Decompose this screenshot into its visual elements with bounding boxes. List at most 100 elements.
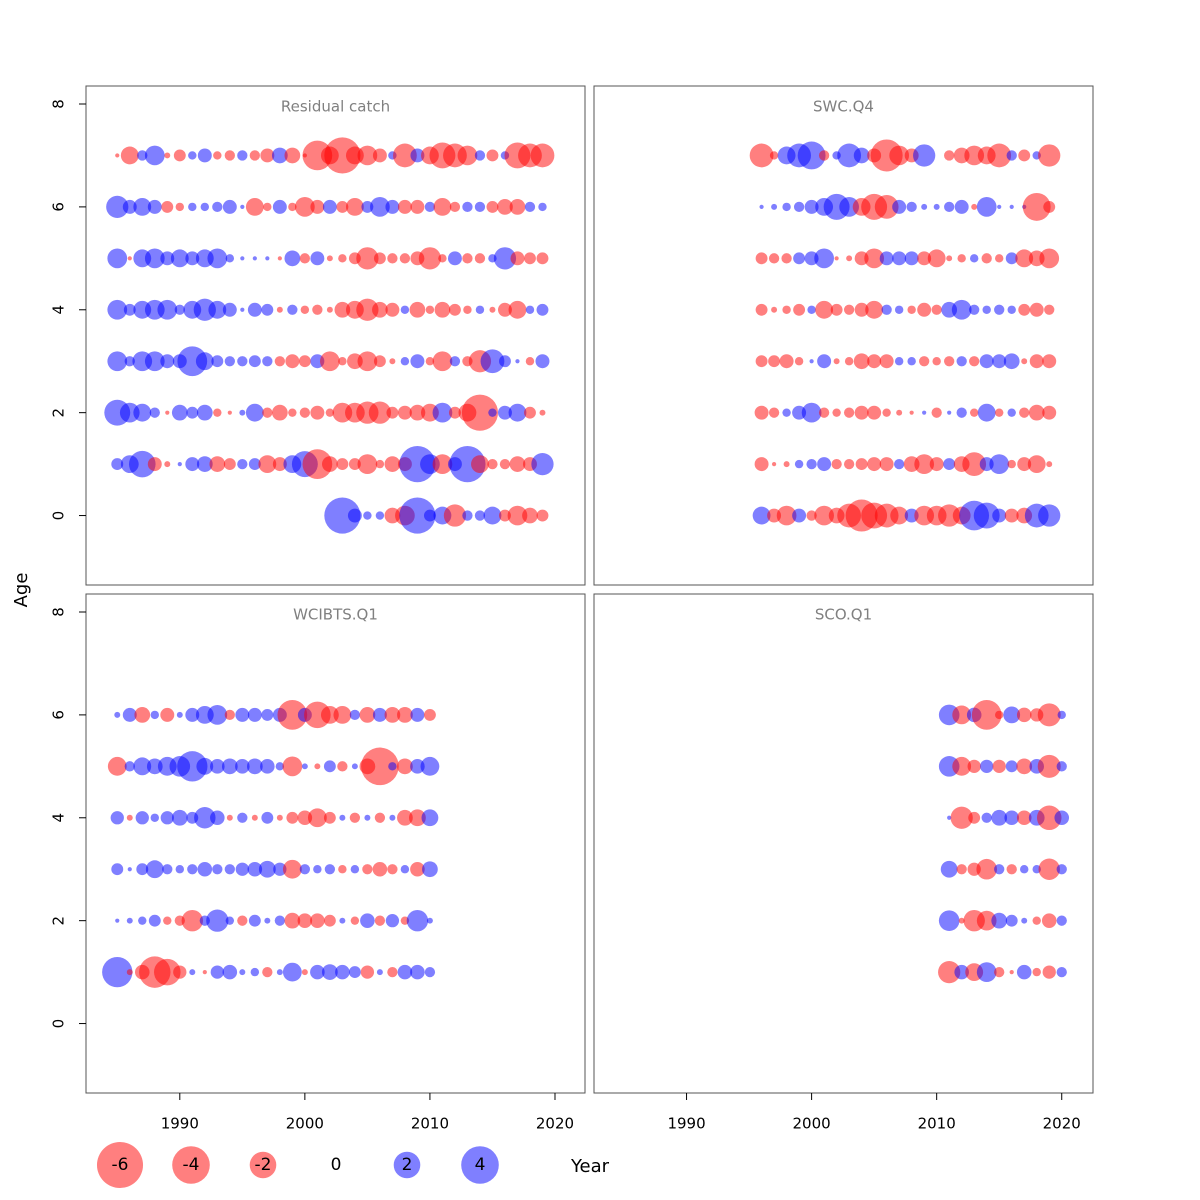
bubble bbox=[867, 457, 882, 472]
bubble bbox=[954, 964, 969, 980]
bubble bbox=[144, 248, 165, 269]
bubble bbox=[976, 910, 997, 931]
bubble bbox=[462, 201, 473, 213]
bubble bbox=[976, 858, 997, 880]
bubble bbox=[297, 913, 313, 928]
bubble bbox=[480, 349, 505, 374]
x-tick-label: 2000 bbox=[793, 1115, 831, 1133]
bubble bbox=[781, 253, 792, 264]
bubble bbox=[510, 251, 525, 266]
y-tick-label: 2 bbox=[50, 916, 68, 926]
bubble bbox=[426, 917, 433, 924]
bubble bbox=[509, 456, 526, 472]
bubble bbox=[299, 253, 311, 264]
bubble bbox=[992, 354, 1007, 369]
bubble bbox=[372, 861, 388, 877]
bubble bbox=[397, 758, 413, 775]
bubble bbox=[195, 352, 214, 371]
bubble bbox=[288, 202, 297, 212]
bubble bbox=[410, 707, 425, 722]
x-tick-label: 1990 bbox=[161, 1115, 199, 1133]
bubble bbox=[837, 143, 862, 168]
y-tick-label: 4 bbox=[50, 813, 68, 823]
legend-bubble bbox=[461, 1146, 499, 1184]
bubble bbox=[493, 247, 517, 270]
bubble bbox=[262, 407, 273, 418]
bubble bbox=[177, 346, 208, 377]
bubble bbox=[122, 707, 137, 722]
bubble bbox=[982, 305, 991, 314]
bubble bbox=[909, 410, 914, 415]
bubble bbox=[397, 809, 413, 826]
bubble bbox=[310, 405, 325, 420]
bubble bbox=[364, 814, 371, 821]
bubble bbox=[508, 300, 527, 319]
bubble bbox=[509, 199, 526, 215]
bubble bbox=[374, 812, 386, 823]
bubble bbox=[347, 508, 362, 523]
bubble bbox=[957, 254, 966, 263]
bubble bbox=[272, 457, 287, 472]
bubble bbox=[361, 747, 399, 786]
bubble bbox=[1005, 760, 1018, 773]
bubble bbox=[834, 256, 839, 261]
bubble bbox=[275, 762, 285, 771]
bubble bbox=[973, 502, 1000, 529]
bubble bbox=[326, 306, 333, 313]
bubble bbox=[213, 151, 222, 160]
bubble bbox=[443, 504, 467, 527]
bubble bbox=[462, 510, 473, 521]
bubble bbox=[894, 305, 904, 314]
bubble bbox=[406, 909, 429, 932]
bubble bbox=[423, 708, 436, 721]
bubble bbox=[150, 710, 159, 720]
bubble bbox=[301, 969, 308, 976]
bubble bbox=[968, 811, 981, 824]
bubble bbox=[994, 966, 1005, 978]
bubble bbox=[385, 302, 400, 317]
bubble bbox=[224, 356, 235, 367]
bubble bbox=[987, 143, 1012, 168]
bubble bbox=[174, 304, 185, 315]
bubble bbox=[831, 458, 842, 470]
bubble bbox=[804, 199, 819, 214]
bubble bbox=[409, 404, 426, 421]
bubble bbox=[1036, 805, 1062, 831]
bubble bbox=[144, 351, 165, 372]
bubble bbox=[356, 298, 379, 321]
bubble bbox=[449, 356, 461, 367]
bubble bbox=[779, 354, 794, 369]
bubble bbox=[879, 251, 894, 266]
bubble bbox=[361, 200, 374, 213]
bubble bbox=[1021, 358, 1028, 365]
bubble bbox=[137, 150, 148, 161]
bubble bbox=[448, 406, 461, 419]
bubble bbox=[749, 143, 774, 168]
bubble bbox=[768, 355, 781, 368]
bubble bbox=[338, 865, 347, 874]
x-tick-label: 2020 bbox=[1043, 1115, 1081, 1133]
bubble bbox=[175, 202, 185, 212]
bubble bbox=[947, 815, 952, 820]
bubble bbox=[976, 197, 997, 217]
bubble bbox=[284, 147, 301, 164]
bubble bbox=[111, 863, 124, 876]
bubble bbox=[237, 812, 248, 823]
bubble bbox=[853, 147, 870, 164]
bubble bbox=[212, 864, 223, 875]
bubble bbox=[210, 810, 225, 826]
bubble bbox=[769, 151, 779, 160]
bubble bbox=[971, 700, 1002, 730]
bubble bbox=[1038, 858, 1060, 880]
x-tick-label: 2020 bbox=[536, 1115, 574, 1133]
bubble bbox=[497, 302, 512, 317]
bubble bbox=[981, 812, 992, 823]
bubble bbox=[768, 407, 780, 418]
bubble bbox=[124, 356, 135, 367]
bubble bbox=[135, 811, 149, 825]
bubble bbox=[1004, 810, 1019, 826]
bubble bbox=[185, 457, 200, 472]
bubble bbox=[245, 197, 264, 216]
bubble bbox=[197, 148, 212, 163]
bubble bbox=[1056, 915, 1067, 926]
